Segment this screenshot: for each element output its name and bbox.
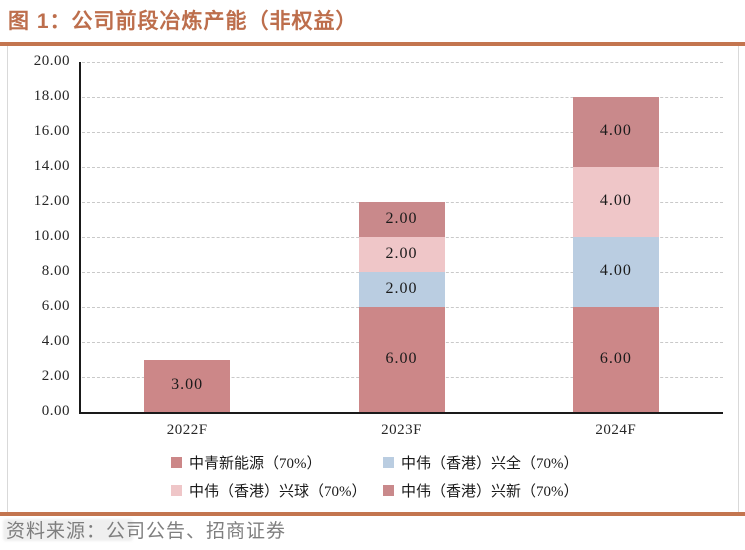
bar-segment: 2.00 bbox=[358, 272, 445, 307]
gridline bbox=[82, 166, 723, 168]
bar-segment: 4.00 bbox=[572, 167, 659, 237]
bar-segment: 4.00 bbox=[572, 97, 659, 167]
y-axis-tick: 20.00 bbox=[33, 53, 70, 69]
y-axis-tick: 0.00 bbox=[41, 403, 70, 419]
bar-value-label: 2.00 bbox=[385, 209, 418, 227]
y-axis-tick: 6.00 bbox=[41, 298, 70, 314]
y-axis-tick: 10.00 bbox=[33, 228, 70, 244]
bar-segment: 6.00 bbox=[358, 307, 445, 412]
y-axis-tick: 8.00 bbox=[41, 263, 70, 279]
gridline bbox=[82, 131, 723, 133]
x-axis-tick: 2023F bbox=[381, 422, 422, 438]
bar-value-label: 6.00 bbox=[599, 349, 632, 367]
gridline bbox=[82, 96, 723, 98]
source-note: 资料来源：公司公告、招商证券 bbox=[6, 521, 287, 542]
bar-value-label: 3.00 bbox=[171, 375, 204, 393]
legend-swatch bbox=[171, 457, 182, 468]
legend-label: 中伟（香港）兴新（70%） bbox=[401, 484, 579, 500]
y-axis-tick: 12.00 bbox=[33, 193, 70, 209]
y-axis-tick: 4.00 bbox=[41, 333, 70, 349]
bar-value-label: 2.00 bbox=[385, 244, 418, 262]
bar-segment: 2.00 bbox=[358, 202, 445, 237]
bar-segment: 3.00 bbox=[144, 359, 231, 412]
x-axis-line bbox=[79, 412, 723, 414]
y-axis-tick: 14.00 bbox=[33, 158, 70, 174]
bar-value-label: 4.00 bbox=[599, 122, 632, 139]
watermark-overlay bbox=[3, 519, 133, 541]
legend-item: 中青新能源（70%） bbox=[171, 452, 322, 473]
legend-label: 中伟（香港）兴球（70%） bbox=[189, 484, 367, 500]
legend-label: 中伟（香港）兴全（70%） bbox=[401, 456, 579, 472]
bar-value-label: 6.00 bbox=[385, 349, 418, 367]
bottom-divider bbox=[0, 512, 745, 516]
bar-value-label: 4.00 bbox=[599, 262, 632, 279]
legend-swatch bbox=[171, 485, 182, 496]
bar-value-label: 2.00 bbox=[385, 279, 418, 297]
figure-title: 图 1：公司前段冶炼产能（非权益） bbox=[8, 10, 358, 33]
y-axis-line bbox=[79, 62, 81, 414]
legend-item: 中伟（香港）兴全（70%） bbox=[383, 452, 579, 473]
bar-segment: 6.00 bbox=[572, 307, 659, 412]
top-divider bbox=[0, 42, 745, 46]
x-axis-tick: 2022F bbox=[166, 422, 208, 438]
legend-swatch bbox=[383, 457, 394, 468]
gridline bbox=[82, 61, 723, 63]
legend-item: 中伟（香港）兴球（70%） bbox=[171, 480, 367, 501]
y-axis-tick: 18.00 bbox=[33, 88, 70, 104]
bar-segment: 2.00 bbox=[358, 237, 445, 272]
bar-value-label: 4.00 bbox=[599, 192, 632, 209]
y-axis-tick: 16.00 bbox=[33, 123, 70, 139]
bar-segment: 4.00 bbox=[572, 237, 659, 307]
legend-swatch bbox=[383, 485, 394, 496]
stacked-bar-chart: 0.00 2.00 4.00 6.00 8.00 10.00 12.00 14.00 16.00… bbox=[7, 46, 739, 512]
y-axis-tick: 2.00 bbox=[41, 368, 70, 384]
legend-item: 中伟（香港）兴新（70%） bbox=[383, 480, 579, 501]
x-axis-tick: 2024F bbox=[595, 422, 637, 438]
legend-label: 中青新能源（70%） bbox=[189, 456, 322, 472]
